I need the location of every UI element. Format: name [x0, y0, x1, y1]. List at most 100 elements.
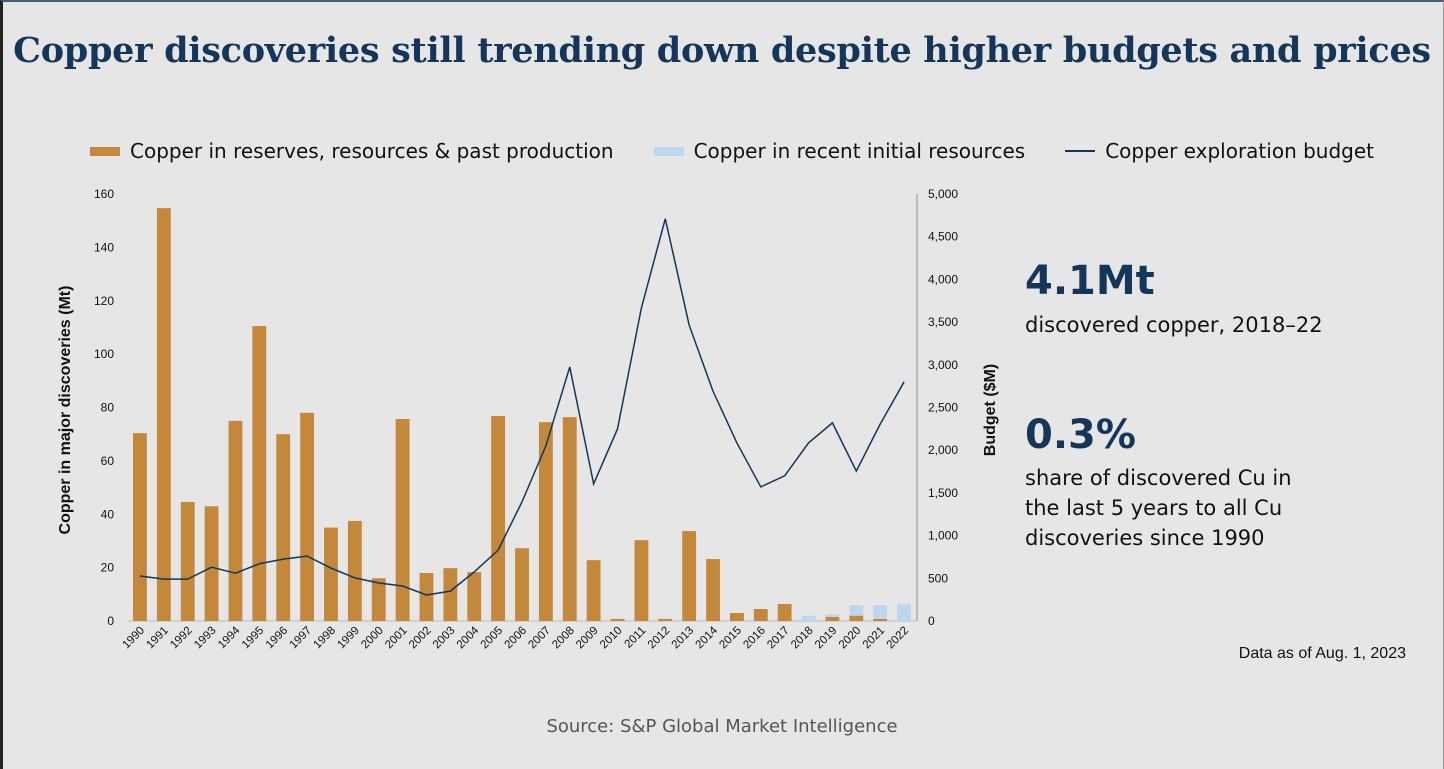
x-tick-label: 2017 — [765, 625, 792, 652]
y-tick-label: 0 — [107, 614, 114, 628]
y-tick-label: 80 — [101, 401, 115, 415]
bar-reserves — [133, 433, 147, 621]
y2-tick-label: 500 — [928, 571, 948, 585]
bar-reserves — [562, 417, 577, 621]
x-tick-label: 2016 — [741, 625, 768, 652]
y-tick-label: 120 — [94, 294, 114, 308]
bar-reserves — [300, 412, 315, 621]
bar-reserves — [347, 520, 362, 621]
y2-tick-label: 5,000 — [928, 187, 958, 201]
y-tick-label: 160 — [94, 187, 114, 201]
x-tick-label: 1996 — [264, 625, 291, 652]
x-tick-label: 2006 — [503, 625, 530, 652]
x-tick-label: 2001 — [383, 625, 410, 652]
y2-tick-label: 1,500 — [928, 486, 958, 500]
x-tick-label: 1995 — [240, 625, 267, 652]
bar-reserves — [634, 540, 649, 621]
y-tick-label: 40 — [101, 507, 115, 521]
bar-reserves — [252, 326, 267, 621]
budget-line — [139, 218, 905, 596]
y2-tick-label: 0 — [928, 614, 935, 628]
x-tick-label: 2004 — [455, 624, 482, 651]
x-tick-label: 2008 — [550, 625, 577, 652]
bar-reserves — [276, 434, 291, 621]
bar-reserves — [586, 560, 601, 621]
bar-reserves — [467, 572, 482, 621]
bar-reserves — [419, 572, 434, 621]
stat-desc-2: share of discovered Cu in the last 5 yea… — [1025, 466, 1292, 550]
bar-reserves — [825, 616, 840, 621]
legend-label: Copper exploration budget — [1105, 139, 1375, 163]
bar-reserves — [849, 615, 864, 621]
y-axis-title: Copper in major discoveries (Mt) — [57, 286, 74, 535]
legend-item-recent: Copper in recent initial resources — [653, 139, 1025, 163]
stat-desc-1: discovered copper, 2018–22 — [1025, 313, 1323, 337]
y-tick-label: 60 — [101, 454, 115, 468]
bar-reserves — [180, 501, 195, 621]
bar-reserves — [729, 612, 744, 621]
y2-tick-label: 4,500 — [928, 230, 958, 244]
y2-tick-label: 3,000 — [928, 358, 958, 372]
y2-tick-label: 2,500 — [928, 401, 958, 415]
x-tick-label: 1994 — [216, 624, 243, 651]
x-tick-label: 2015 — [717, 625, 744, 652]
bar-recent — [897, 604, 911, 621]
bar-reserves — [491, 416, 506, 621]
x-tick-label: 2000 — [359, 625, 386, 652]
y-tick-label: 140 — [94, 240, 114, 254]
x-tick-label: 1993 — [192, 625, 219, 652]
bar-reserves — [610, 618, 625, 621]
y-tick-label: 100 — [94, 347, 114, 361]
bar-reserves — [395, 418, 410, 621]
x-tick-label: 1997 — [288, 625, 315, 652]
bar-reserves — [515, 548, 529, 621]
x-tick-label: 2002 — [407, 625, 434, 652]
bar-reserves — [753, 608, 768, 621]
bar-reserves — [538, 422, 553, 621]
x-tick-label: 2012 — [646, 625, 673, 652]
legend-swatch — [90, 146, 120, 156]
x-tick-label: 2021 — [861, 625, 888, 652]
x-tick-label: 2009 — [574, 625, 601, 652]
stat-value-1: 4.1Mt — [1025, 258, 1155, 304]
data-as-of: Data as of Aug. 1, 2023 — [1238, 645, 1406, 662]
legend-line — [1065, 150, 1096, 152]
bar-reserves — [228, 420, 243, 621]
y-tick-label: 20 — [101, 561, 115, 575]
y2-tick-label: 4,000 — [928, 272, 958, 286]
x-tick-label: 2014 — [694, 624, 721, 651]
bar-recent — [873, 604, 888, 619]
bar-reserves — [682, 531, 697, 621]
x-tick-label: 2013 — [670, 625, 697, 652]
bar-reserves — [443, 568, 458, 621]
bar-reserves — [777, 603, 792, 621]
y2-axis-title: Budget ($M) — [982, 364, 999, 456]
legend: Copper in reserves, resources & past pro… — [90, 139, 1414, 163]
x-tick-label: 2019 — [813, 625, 840, 652]
x-tick-label: 2005 — [479, 625, 506, 652]
bar-reserves — [371, 578, 386, 621]
bar-reserves — [324, 527, 338, 621]
legend-item-reserves: Copper in reserves, resources & past pro… — [90, 139, 614, 163]
source: Source: S&P Global Market Intelligence — [546, 716, 898, 737]
x-tick-label: 1999 — [335, 625, 362, 652]
x-tick-label: 1991 — [144, 625, 171, 652]
bar-reserves — [204, 506, 219, 621]
bar-reserves — [706, 559, 720, 621]
x-tick-label: 2018 — [789, 625, 816, 652]
x-tick-label: 2011 — [623, 625, 649, 651]
bar-recent — [825, 614, 840, 617]
bar-reserves — [873, 618, 888, 621]
legend-item-budget: Copper exploration budget — [1065, 139, 1374, 163]
bar-reserves — [658, 618, 673, 621]
x-tick-label: 2020 — [837, 625, 864, 652]
x-tick-label: 2007 — [526, 625, 553, 652]
x-tick-label: 2022 — [885, 625, 912, 652]
y2-tick-label: 3,500 — [928, 315, 958, 329]
stat-value-2: 0.3% — [1025, 412, 1136, 458]
x-tick-label: 2003 — [431, 625, 458, 652]
x-tick-label: 1990 — [120, 625, 147, 652]
x-tick-label: 1992 — [168, 625, 195, 652]
y2-tick-label: 2,000 — [928, 443, 958, 457]
